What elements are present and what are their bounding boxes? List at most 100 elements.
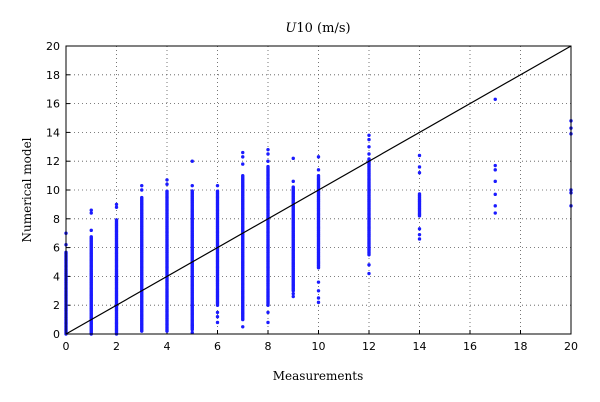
data-point [367,152,371,156]
plot-frame [65,45,572,335]
x-tick-label: 6 [214,340,221,353]
data-point [316,300,321,305]
data-point [215,310,220,315]
data-point [241,162,245,166]
data-point [140,195,144,200]
data-point [493,179,497,184]
data-point [367,133,371,137]
y-tick-label: 6 [53,242,60,255]
point-column [190,159,194,335]
data-point [266,147,270,152]
data-point [316,155,321,159]
data-point [266,164,270,169]
data-point [367,145,371,149]
data-point [241,174,245,178]
y-tick-label: 16 [46,98,60,111]
data-point [291,179,295,184]
x-tick-label: 4 [164,340,171,353]
data-point [190,159,194,163]
x-tick-label: 0 [63,340,70,353]
data-point [89,208,93,212]
data-point [190,183,194,188]
chart-title-unit: 10 (m/s) [296,21,350,36]
data-point [215,189,220,193]
x-tick-label: 16 [463,340,477,353]
data-point [493,192,497,197]
data-point [316,168,321,172]
y-tick-label: 18 [46,69,60,82]
grid-lines [65,45,572,335]
data-point [266,159,270,163]
point-column [266,147,270,325]
data-point [241,325,245,329]
point-column [316,155,321,305]
x-tick-label: 12 [362,340,376,353]
data-point [367,137,371,142]
x-tick-label: 20 [564,340,578,353]
x-tick-label: 2 [113,340,120,353]
data-point [316,174,321,178]
data-point [165,182,169,186]
point-column [241,150,245,329]
x-axis-label: Measurements [273,369,363,383]
data-point [241,150,245,155]
chart-title: U10 (m/s) [285,21,350,36]
data-point [316,289,321,293]
data-point [114,202,119,207]
data-point [417,227,422,231]
point-column [367,133,371,276]
point-column [291,156,295,299]
point-column [140,183,144,333]
data-point [140,183,144,188]
chart-title-symbol: U [285,21,297,36]
y-tick-label: 10 [46,184,60,197]
data-point [493,163,497,168]
data-point [215,183,220,188]
x-tick-label: 18 [514,340,528,353]
data-point [114,218,119,222]
data-point [291,185,295,189]
data-point [417,165,422,169]
data-point [493,211,497,215]
data-point [89,211,93,215]
data-point [190,189,194,193]
x-tick-labels: 0 2 4 6 8 10 12 14 16 18 20 [63,340,579,353]
data-point [417,237,422,241]
y-tick-label: 0 [53,328,60,341]
data-point [291,291,295,296]
data-point [367,271,371,276]
y-tick-label: 20 [46,40,60,53]
data-point [89,228,93,233]
y-tick-label: 2 [53,299,60,312]
data-point [493,204,497,208]
data-point [89,235,93,239]
data-points [64,97,573,336]
data-point [493,97,497,101]
data-point [493,168,497,172]
y-tick-label: 8 [53,213,60,226]
data-point [417,153,422,158]
y-tick-label: 14 [46,126,60,139]
y-tick-labels: 0 2 4 6 8 10 12 14 16 18 20 [46,40,60,341]
data-point [165,189,169,193]
point-column [417,153,422,241]
data-point [114,205,119,209]
reference-line [65,45,572,335]
data-point [291,294,295,299]
data-point [367,263,371,267]
data-point [417,192,422,196]
data-point [291,156,295,161]
data-point [140,188,144,192]
data-point [417,232,422,237]
data-point [316,296,321,300]
point-column [493,97,497,215]
y-tick-label: 4 [53,270,60,283]
y-tick-label: 12 [46,155,60,168]
y-axis-label: Numerical model [20,137,34,242]
point-column [114,202,119,336]
point-column [89,208,93,336]
data-point [190,323,194,328]
point-column [215,183,220,325]
data-point [266,320,270,325]
